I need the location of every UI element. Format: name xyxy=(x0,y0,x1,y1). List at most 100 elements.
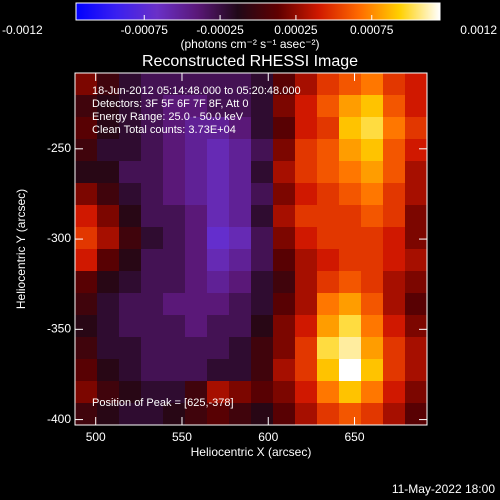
pixel xyxy=(295,227,318,250)
pixel xyxy=(339,95,362,118)
pixel xyxy=(405,205,428,228)
pixel xyxy=(295,139,318,162)
pixel xyxy=(361,95,384,118)
pixel xyxy=(273,205,296,228)
pixel xyxy=(383,381,406,404)
pixel xyxy=(361,359,384,382)
pixel xyxy=(119,73,142,96)
pixel xyxy=(97,337,120,360)
pixel xyxy=(97,117,120,140)
pixel xyxy=(383,403,406,426)
pixel xyxy=(405,271,428,294)
pixel xyxy=(317,403,340,426)
pixel xyxy=(251,161,274,184)
pixel xyxy=(273,403,296,426)
pixel xyxy=(383,337,406,360)
pixel xyxy=(339,205,362,228)
pixel xyxy=(141,315,164,338)
pixel xyxy=(97,73,120,96)
pixel xyxy=(185,293,208,316)
pixel xyxy=(361,249,384,272)
pixel xyxy=(119,183,142,206)
plot-frame xyxy=(74,72,428,426)
pixel xyxy=(163,337,186,360)
pixel xyxy=(295,271,318,294)
pixel xyxy=(185,117,208,140)
pixel xyxy=(141,381,164,404)
pixel xyxy=(251,205,274,228)
pixel xyxy=(317,381,340,404)
pixel xyxy=(251,117,274,140)
pixel xyxy=(97,95,120,118)
pixel xyxy=(185,315,208,338)
pixel xyxy=(163,271,186,294)
pixel xyxy=(119,293,142,316)
image xyxy=(75,73,428,426)
pixel xyxy=(383,139,406,162)
pixel xyxy=(207,227,230,250)
pixel xyxy=(119,95,142,118)
colorbar-tick-label: 0.00025 xyxy=(274,23,318,37)
pixel xyxy=(317,227,340,250)
pixel xyxy=(339,315,362,338)
pixel xyxy=(163,315,186,338)
pixel xyxy=(97,403,120,426)
pixel xyxy=(339,249,362,272)
pixel xyxy=(141,359,164,382)
pixel xyxy=(229,95,252,118)
pixel xyxy=(339,183,362,206)
x-tick-label: 500 xyxy=(86,430,106,444)
y-tick-label: -350 xyxy=(47,322,71,336)
y-axis-label: Heliocentric Y (arcsec) xyxy=(14,189,28,309)
pixel xyxy=(207,183,230,206)
pixel xyxy=(207,249,230,272)
pixel xyxy=(339,227,362,250)
pixel xyxy=(383,271,406,294)
pixel xyxy=(185,249,208,272)
colorbar xyxy=(75,2,441,21)
pixel xyxy=(405,359,428,382)
pixel xyxy=(141,161,164,184)
pixel xyxy=(97,315,120,338)
pixel xyxy=(361,271,384,294)
pixel xyxy=(317,315,340,338)
pixel xyxy=(75,95,98,118)
pixel xyxy=(119,139,142,162)
pixel xyxy=(339,359,362,382)
pixel xyxy=(97,227,120,250)
pixel xyxy=(405,139,428,162)
pixel xyxy=(405,117,428,140)
pixel xyxy=(75,293,98,316)
pixel xyxy=(339,161,362,184)
pixel xyxy=(75,73,98,96)
pixel xyxy=(141,227,164,250)
pixel xyxy=(141,73,164,96)
pixel xyxy=(185,227,208,250)
pixel xyxy=(273,271,296,294)
pixel xyxy=(97,249,120,272)
pixel xyxy=(405,337,428,360)
pixel xyxy=(207,117,230,140)
pixel xyxy=(251,337,274,360)
pixel xyxy=(75,271,98,294)
pixel xyxy=(383,161,406,184)
pixel xyxy=(361,381,384,404)
pixel xyxy=(383,73,406,96)
pixel xyxy=(383,183,406,206)
pixel xyxy=(207,139,230,162)
pixel xyxy=(251,249,274,272)
pixel xyxy=(119,249,142,272)
pixel xyxy=(339,73,362,96)
pixel xyxy=(185,73,208,96)
y-tick-label: -250 xyxy=(47,141,71,155)
pixel xyxy=(119,117,142,140)
pixel xyxy=(229,227,252,250)
pixel xyxy=(361,205,384,228)
pixel xyxy=(185,161,208,184)
pixel xyxy=(75,249,98,272)
pixel xyxy=(405,293,428,316)
pixel xyxy=(141,249,164,272)
pixel xyxy=(273,359,296,382)
pixel xyxy=(163,161,186,184)
pixel xyxy=(273,315,296,338)
